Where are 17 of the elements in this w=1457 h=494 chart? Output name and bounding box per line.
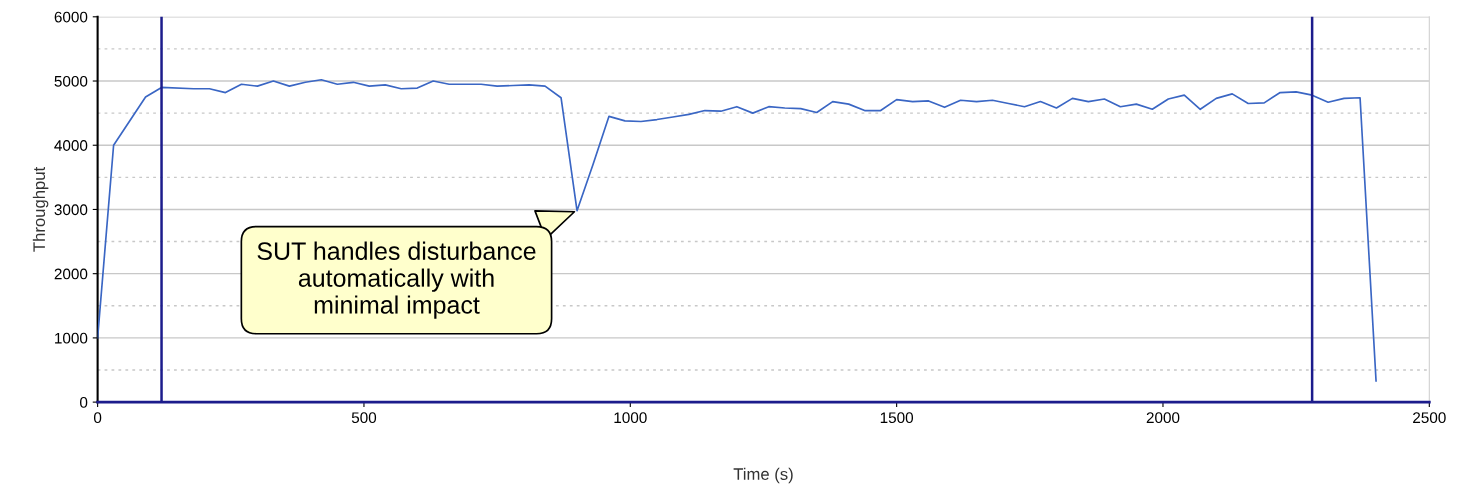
y-axis-title: Throughput — [32, 166, 49, 252]
y-tick-label: 5000 — [54, 75, 88, 87]
y-tick-label: 3000 — [54, 204, 88, 216]
x-axis-title: Time (s) — [733, 467, 793, 484]
x-tick-label: 1500 — [880, 412, 914, 424]
annotation: SUT handles disturbance automatically with minimal impact — [257, 241, 536, 319]
y-tick-label: 0 — [80, 396, 88, 408]
y-tick-label: 1000 — [55, 332, 88, 344]
line-series — [97, 78, 1377, 382]
x-tick-label: 500 — [351, 412, 377, 424]
y-tick-label: 4000 — [54, 140, 88, 151]
x-tick-label: 2500 — [1413, 412, 1446, 424]
x-tick-label: 0 — [93, 412, 102, 424]
x-tick-label: 1000 — [614, 412, 647, 424]
x-tick-label: 2000 — [1146, 412, 1180, 424]
y-tick-label: 6000 — [54, 11, 88, 23]
y-tick-label: 2000 — [54, 268, 88, 280]
